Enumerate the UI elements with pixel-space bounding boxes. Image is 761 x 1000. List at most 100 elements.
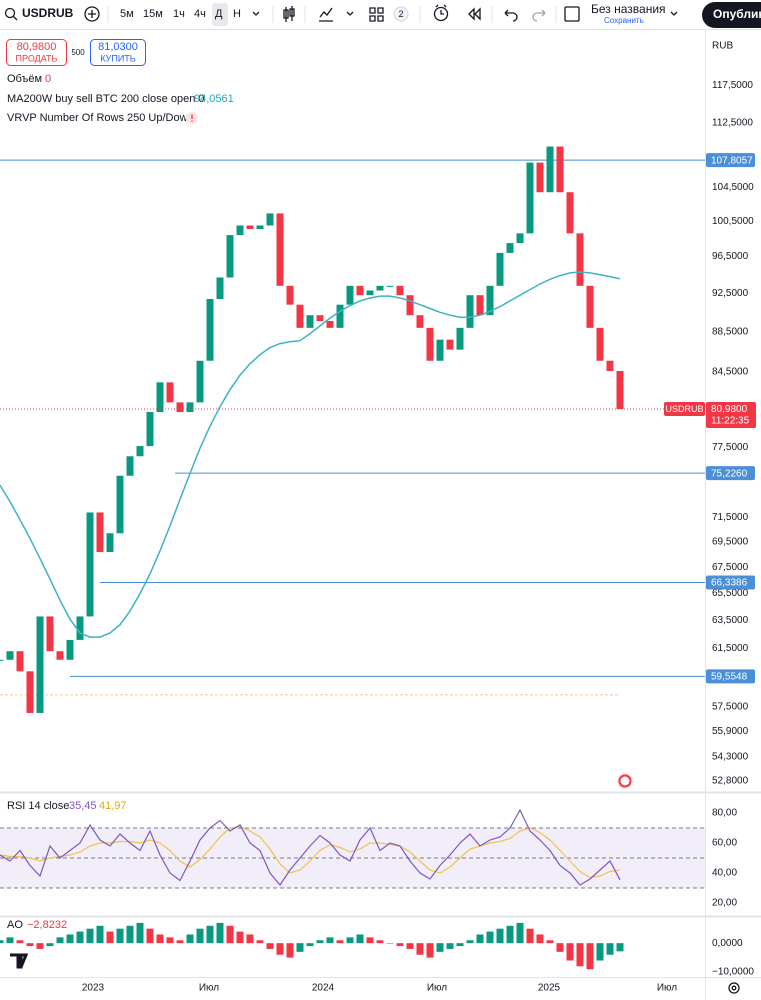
- layout-status: Сохранить: [604, 16, 644, 25]
- ao-bar: [576, 943, 584, 967]
- publish-label[interactable]: Опублико: [713, 7, 761, 21]
- ao-bar: [186, 934, 194, 944]
- interval-chevron[interactable]: [252, 11, 260, 16]
- chart-type-icon[interactable]: [283, 6, 295, 22]
- ao-value: −2,8232: [27, 919, 67, 931]
- candle: [466, 295, 474, 328]
- buy-label[interactable]: КУПИТЬ: [100, 53, 135, 63]
- rsi-signal-value: 41,97: [99, 800, 127, 812]
- y-tick-label: 57,5000: [712, 702, 749, 713]
- candle: [446, 339, 454, 350]
- candle: [196, 360, 204, 403]
- sell-price[interactable]: 80,9800: [17, 41, 57, 53]
- interval[interactable]: 4ч: [194, 8, 206, 20]
- ao-bar: [316, 940, 324, 944]
- candle: [386, 285, 394, 287]
- candle: [486, 285, 494, 316]
- layouts-icon[interactable]: [369, 7, 384, 22]
- y-tick-label: 100,5000: [712, 216, 754, 227]
- volume-value: 0: [45, 73, 51, 85]
- layout-name[interactable]: Без названия: [591, 2, 666, 16]
- compare-plus: [88, 10, 96, 18]
- layout-chevron[interactable]: [670, 11, 678, 16]
- replay-icon[interactable]: [468, 7, 481, 21]
- search-icon[interactable]: [4, 7, 16, 19]
- undo-icon[interactable]: [504, 9, 518, 22]
- y-tick-label: 40,00: [712, 868, 737, 879]
- settings-icon[interactable]: [728, 982, 740, 994]
- y-tick-label: 112,5000: [712, 118, 753, 129]
- compare-icon[interactable]: [84, 6, 100, 22]
- ao-bar: [106, 931, 114, 944]
- layouts-badge-bg: [393, 6, 409, 22]
- candle: [396, 285, 404, 296]
- sell-label[interactable]: ПРОДАТЬ: [16, 53, 58, 63]
- ao-bar: [296, 943, 304, 952]
- interval-active-bg: [212, 3, 228, 26]
- candle: [16, 651, 24, 672]
- interval[interactable]: 1ч: [173, 8, 185, 20]
- candle: [216, 277, 224, 299]
- candle: [296, 304, 304, 328]
- candle: [0, 659, 4, 661]
- candle: [166, 382, 174, 403]
- buy-price[interactable]: 81,0300: [98, 41, 138, 53]
- candle: [286, 285, 294, 305]
- publish-button[interactable]: [702, 2, 761, 28]
- ao-bar: [0, 940, 4, 944]
- sell-button[interactable]: [6, 39, 67, 66]
- ao-bar: [96, 925, 104, 944]
- level-label-box: [706, 575, 755, 590]
- ao-bar: [266, 943, 274, 949]
- candle: [126, 456, 134, 476]
- ao-bar: [486, 931, 494, 944]
- indicators-chevron[interactable]: [346, 11, 354, 16]
- y-tick-label: 117,5000: [712, 80, 753, 91]
- buy-button[interactable]: [90, 39, 146, 66]
- ao-bar: [426, 943, 434, 958]
- candle: [416, 315, 424, 328]
- ao-bar: [276, 943, 284, 955]
- ao-bar: [436, 943, 444, 952]
- currency[interactable]: RUB: [712, 41, 733, 52]
- candle: [116, 475, 124, 534]
- level-label-box: [706, 153, 755, 168]
- interval[interactable]: 5м: [120, 8, 134, 20]
- rsi-title: RSI 14 close: [7, 800, 69, 812]
- symbol[interactable]: USDRUB: [22, 6, 74, 20]
- ao-bar: [596, 943, 604, 961]
- interval[interactable]: Д: [215, 8, 223, 20]
- ao-bar: [36, 943, 44, 949]
- ao-bar: [496, 928, 504, 944]
- interval[interactable]: 15м: [143, 8, 163, 20]
- layout-icon[interactable]: [564, 6, 580, 22]
- level-label: 107,8057: [711, 155, 753, 166]
- ao-bar: [416, 943, 424, 955]
- candle: [566, 192, 574, 234]
- ao-bar: [546, 940, 554, 944]
- candle: [536, 162, 544, 193]
- alert-icon[interactable]: [433, 6, 449, 22]
- ao-title: AO: [7, 919, 23, 931]
- candle: [86, 512, 94, 617]
- redo-icon[interactable]: [532, 9, 546, 22]
- ma-name: MA200W buy sell BTC 200 close open 0: [7, 93, 205, 105]
- legend: 80,9800 ПРОДАТЬ 500 81,0300 КУПИТЬ Объём…: [6, 37, 756, 931]
- x-tick-label: 2023: [82, 983, 105, 994]
- logo[interactable]: [10, 953, 29, 969]
- currency-box[interactable]: [706, 37, 756, 55]
- alert-icon-hands: [435, 4, 447, 15]
- ao-bar: [46, 943, 54, 947]
- ao-bar: [86, 928, 94, 944]
- rsi-line: [0, 825, 621, 879]
- indicators-icon[interactable]: [319, 7, 333, 22]
- interval[interactable]: Н: [233, 8, 241, 20]
- last-price-label: 80,9800: [711, 404, 748, 415]
- last-price-box: [706, 402, 756, 429]
- candle: [66, 639, 74, 660]
- y-tick-label: 96,5000: [712, 251, 749, 262]
- candle: [356, 285, 364, 296]
- candle: [506, 243, 514, 253]
- x-tick-label: Июл: [427, 983, 447, 994]
- settings-icon-center: [731, 985, 737, 991]
